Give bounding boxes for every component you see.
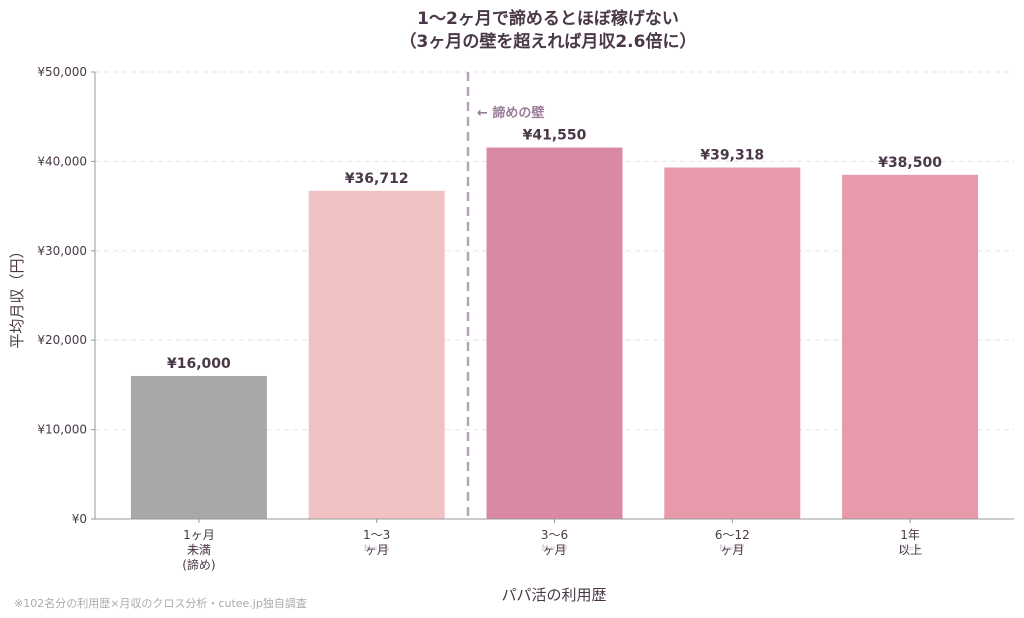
wall-label: ← 諦めの壁	[477, 105, 544, 121]
category-label: 3〜6	[541, 528, 568, 542]
sample-size-label: N=17	[719, 544, 745, 554]
category-label: 以上	[898, 543, 922, 557]
y-tick-label: ¥40,000	[37, 154, 87, 168]
category-label: ヶ月	[720, 543, 744, 557]
bar	[130, 375, 267, 519]
category-label: 1ヶ月	[183, 528, 215, 542]
bar	[486, 147, 623, 519]
category-label: 6〜12	[715, 528, 750, 542]
y-axis-title: 平均月収（円）	[8, 243, 26, 348]
bar	[308, 190, 445, 519]
y-tick-label: ¥20,000	[37, 333, 87, 347]
category-label: 1年	[900, 528, 920, 542]
sample-size-label: N=5	[189, 544, 209, 554]
sample-size-label: N=50	[542, 544, 568, 554]
y-tick-label: ¥10,000	[37, 423, 87, 437]
bar-value-label: ¥39,318	[700, 147, 764, 163]
x-axis-title: パパ活の利用歴	[501, 586, 606, 604]
sample-size-label: N=25	[364, 544, 390, 554]
y-tick-label: ¥50,000	[37, 65, 87, 79]
bar-value-label: ¥38,500	[878, 155, 942, 171]
category-label: 1〜3	[363, 528, 390, 542]
category-label: (諦め)	[182, 557, 215, 572]
chart-title-line-2: （3ヶ月の壁を超えれば月収2.6倍に）	[400, 31, 697, 52]
y-tick-labels: ¥0 ¥10,000 ¥20,000 ¥30,000 ¥40,000 ¥50,000	[37, 65, 95, 526]
category-label: ヶ月	[542, 543, 566, 557]
category-label: 未満	[187, 543, 211, 557]
category-label: ヶ月	[365, 543, 389, 557]
y-tick-label: ¥30,000	[37, 244, 87, 258]
sample-size-label: N=5	[900, 544, 920, 554]
bar-value-label: ¥16,000	[167, 356, 231, 372]
bar-value-label: ¥36,712	[345, 171, 409, 187]
y-tick-label: ¥0	[72, 512, 87, 526]
bar-value-label: ¥41,550	[523, 128, 587, 144]
bars-layer: ¥16,000 ¥36,712 ¥41,550 ¥39,318 ¥38,500	[130, 128, 979, 520]
bar	[842, 174, 979, 519]
bar	[664, 167, 801, 520]
footnote: ※102名分の利用歴×月収のクロス分析・cutee.jp独自調査	[14, 596, 307, 610]
chart-title-line-1: 1〜2ヶ月で諦めるとほぼ稼げない	[417, 8, 679, 29]
